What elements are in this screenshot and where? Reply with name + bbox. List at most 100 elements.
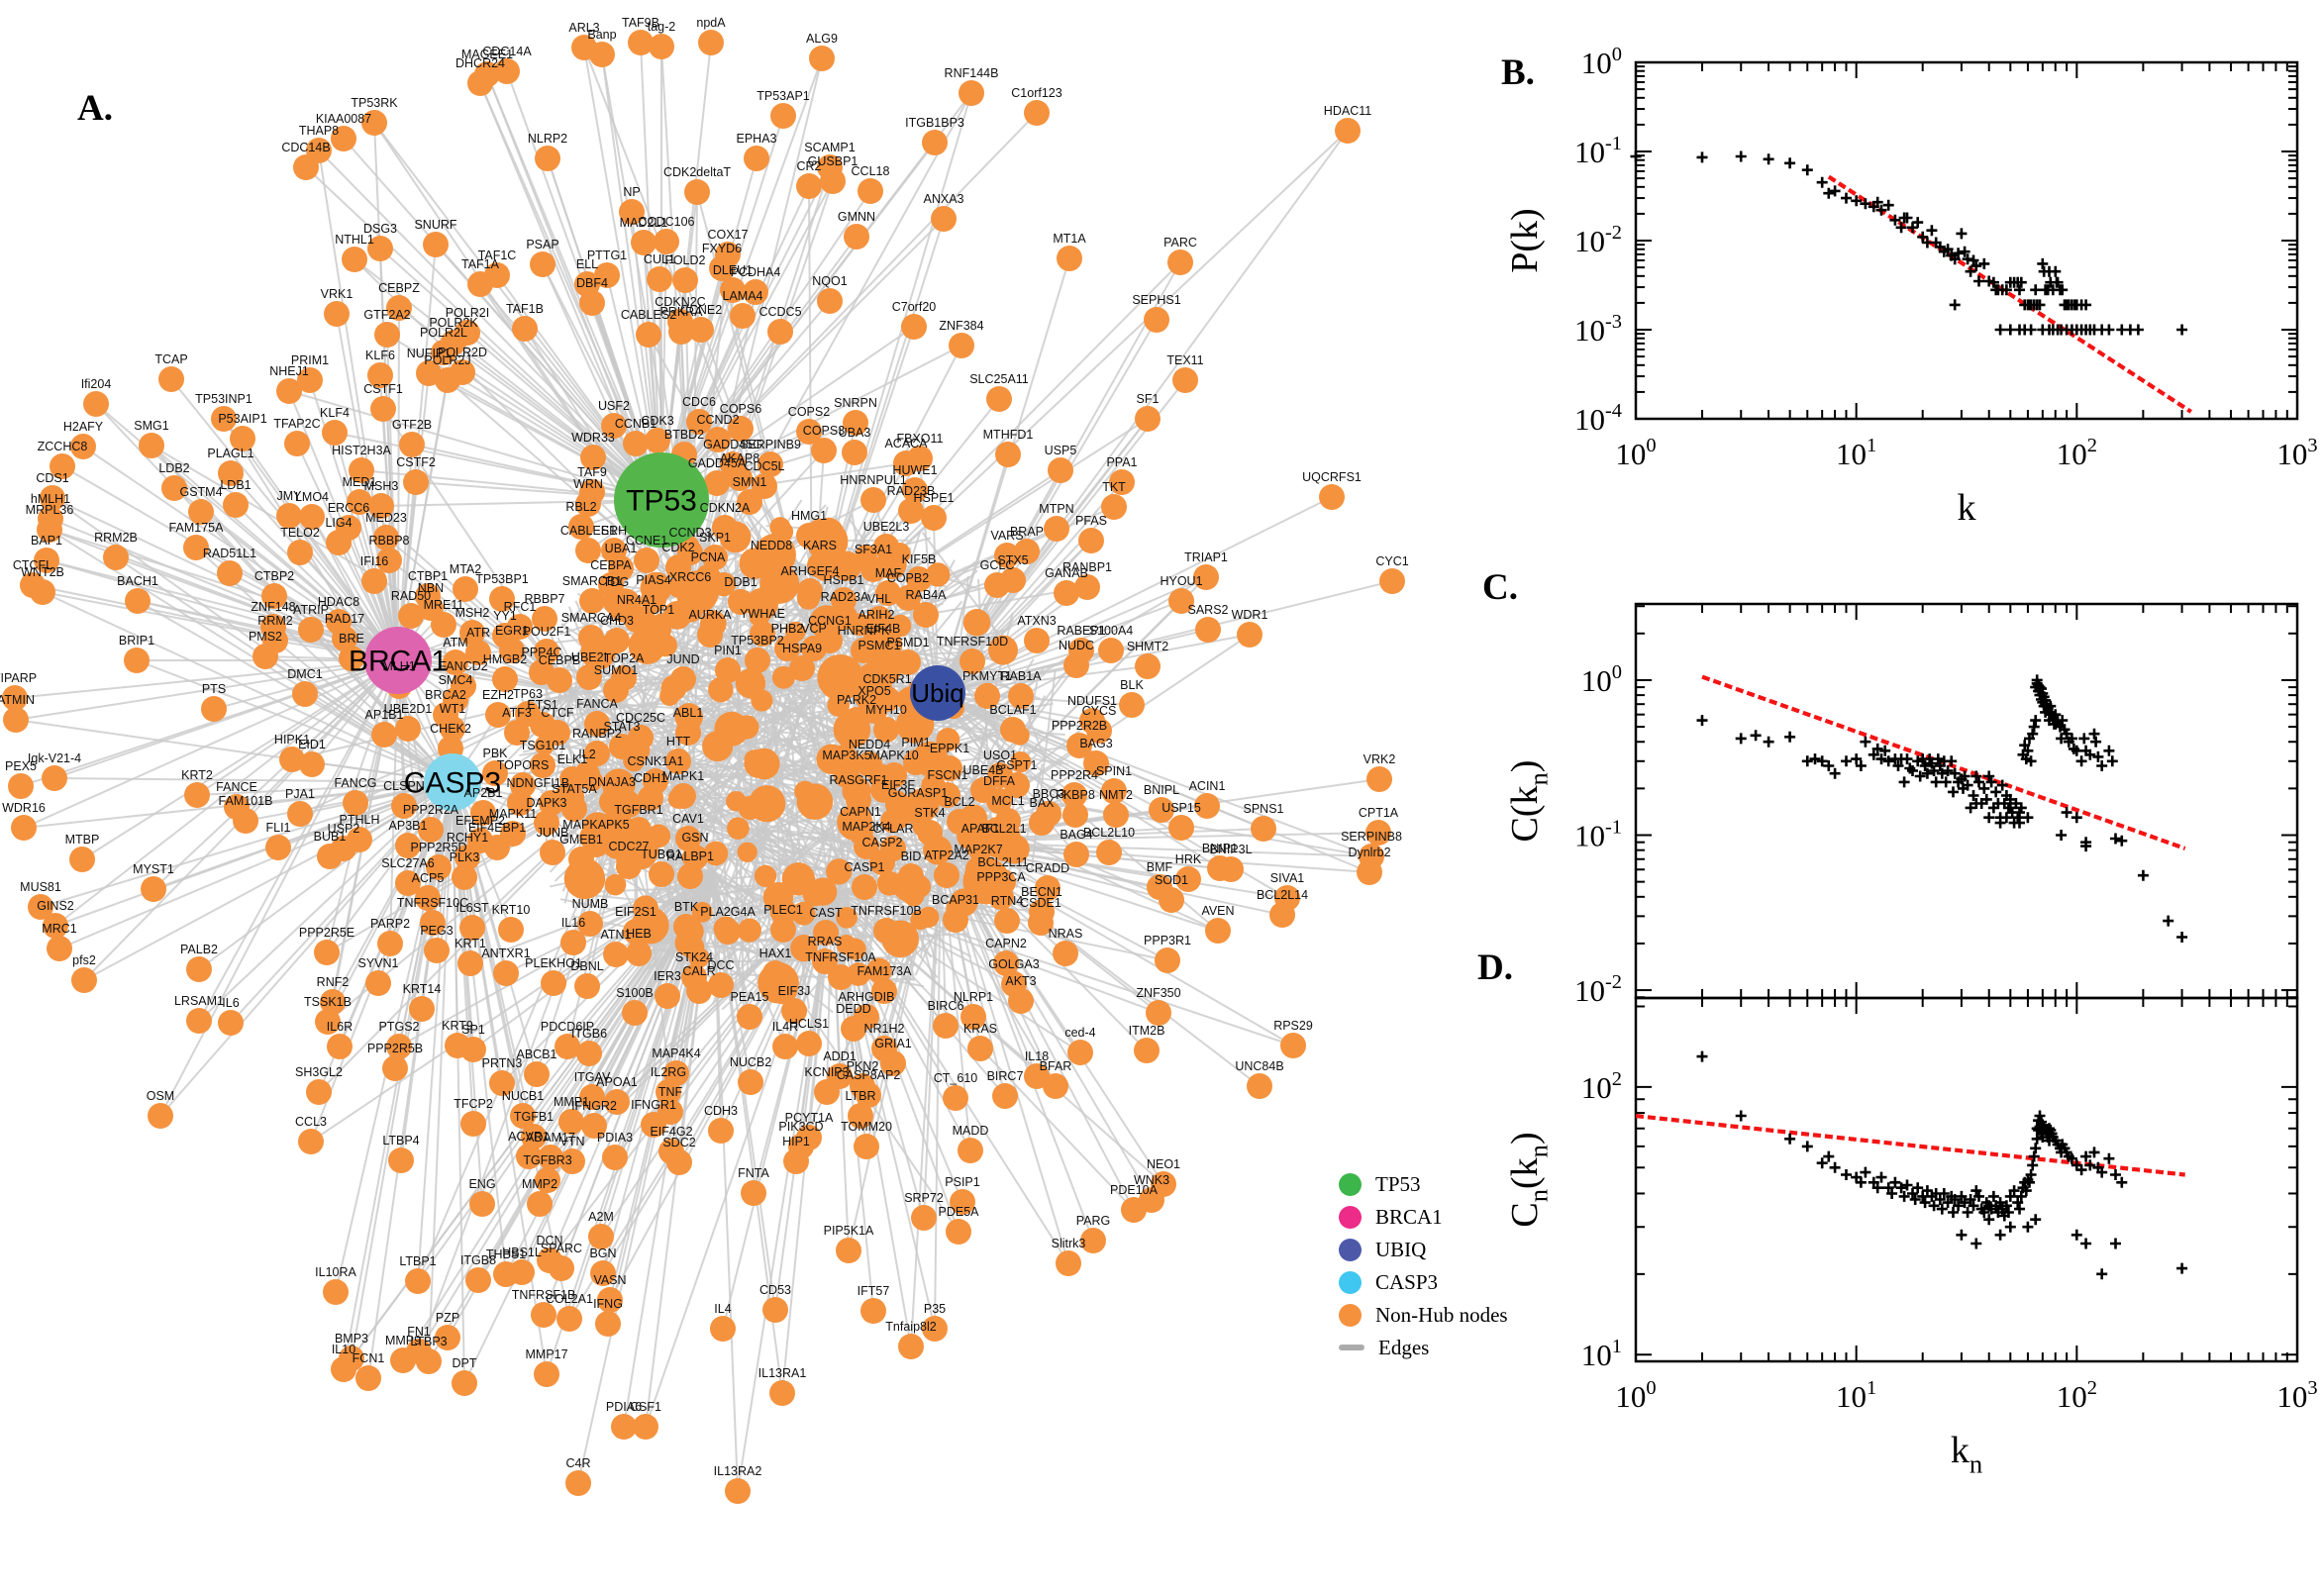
non-hub-node [712,515,738,541]
non-hub-node [1144,307,1169,333]
non-hub-node [796,523,822,549]
node-label: FN1 [407,1325,431,1339]
non-hub-node [276,378,302,404]
node-label: IL2RG [651,1065,686,1079]
node-label: C1orf123 [1011,86,1061,100]
non-hub-node [994,543,1020,568]
node-label: GADD45G [703,438,762,451]
node-label: NEO1 [1147,1157,1180,1171]
node-label: BNIPL [1144,783,1179,797]
node-label: PDIA3 [597,1131,633,1145]
non-hub-node [783,1148,809,1174]
node-label: NUCB1 [502,1089,544,1103]
node-label: MAPK10 [869,748,918,762]
non-hub-node [738,1069,763,1095]
non-hub-node [728,416,754,442]
non-hub-node [1063,652,1089,678]
node-label: ANXA3 [924,192,964,206]
node-label: POU2F1 [523,625,571,639]
node-label: RBBP8 [369,534,410,548]
non-hub-node [579,290,605,316]
non-hub-node [574,761,600,787]
non-hub-node [727,465,753,491]
node-label: SH3GL2 [295,1065,343,1079]
node-label: POLR2K [429,316,478,330]
node-label: PTGS2 [379,1020,420,1034]
legend-item-ubiq: UBIQ [1339,1238,1508,1261]
node-label: TUBG1 [641,848,682,861]
non-hub-node [578,625,604,650]
node-label: SMARCB1 [562,574,622,588]
legend-label: Non-Hub nodes [1375,1302,1508,1327]
non-hub-node [737,918,761,943]
non-hub-node [791,901,816,926]
node-label: TDG [603,575,629,589]
non-hub-node [789,655,815,681]
non-hub-node [315,1009,341,1035]
node-label: AP2B1 [464,786,503,800]
node-label: ITGB1BP3 [905,116,964,130]
node-label: GUSBP1 [808,154,858,168]
node-label: BCAP31 [932,893,979,907]
node-label: CAV1 [672,812,704,826]
non-hub-node [139,433,164,458]
node-label: TIPARP [0,671,37,685]
non-hub-node [991,836,1017,861]
node-label: CABLES2 [621,308,676,322]
node-label: CAPN1 [840,805,881,819]
node-label: UBA3 [839,426,871,440]
panel-b-label: B. [1501,52,1535,93]
node-label: EGR1 [495,624,529,638]
node-label: CHD3 [600,614,634,628]
node-label: PSAP [526,238,558,251]
non-hub-node [454,845,480,870]
node-label: TFCP2 [454,1097,493,1111]
non-hub-node [691,901,713,923]
non-hub-node [1146,1000,1171,1026]
node-label: PDCD6IP [541,1020,594,1034]
node-label: IL4 [714,1302,731,1316]
non-hub-node [322,420,348,446]
node-label: EID1 [298,738,326,751]
non-hub-node [790,934,818,962]
node-label: TAF1C [478,249,517,262]
node-label: BAP1 [31,534,62,548]
non-hub-node [426,854,452,880]
node-label: RAD17 [325,612,364,626]
non-hub-node [597,1287,623,1313]
node-label: GINS2 [37,899,74,913]
x-tick-label: 102​ [2057,1377,2097,1414]
node-label: SERPINB9 [740,438,801,451]
non-hub-node [507,614,533,640]
non-hub-node [633,1414,658,1440]
node-label: CDS1 [36,471,68,485]
legend-item-non-hub-nodes: Non-Hub nodes [1339,1303,1508,1327]
node-label: PLEKHO1 [525,956,582,970]
network-legend: TP53 BRCA1 UBIQ CASP3 Non-Hub nodes Edges [1339,1172,1508,1359]
node-label: HBS1L [502,1246,542,1259]
node-label: NUCB2 [730,1055,771,1069]
non-hub-node [565,1470,591,1496]
node-label: SLC25A11 [969,372,1029,386]
node-label: DBNL [570,959,603,973]
non-hub-node [817,288,843,314]
non-hub-node [672,267,698,293]
node-label: FSCN1 [928,768,968,782]
non-hub-node [743,279,768,305]
plot-panel-b: 100​ 101​ 102​ 103​ 100​ 10-1​ 10-2​ 10-3​ 10-4​… [1504,44,2318,529]
node-label: UBE2D1 [384,702,433,716]
node-label: MSH2 [455,606,490,620]
node-label: MADD [953,1124,989,1138]
node-label: SRP72 [904,1191,944,1205]
non-hub-node [623,431,649,456]
non-hub-node [1000,717,1026,743]
node-label: SLC27A6 [381,856,435,870]
non-hub-node [704,470,730,496]
non-hub-node [367,362,393,388]
node-label: MRE11 [424,598,464,612]
node-label: TCAP [154,352,187,366]
node-label: RBBP7 [525,592,565,606]
non-hub-node [611,1414,637,1440]
node-label: TEX11 [1166,353,1203,367]
non-hub-node [960,1004,986,1030]
